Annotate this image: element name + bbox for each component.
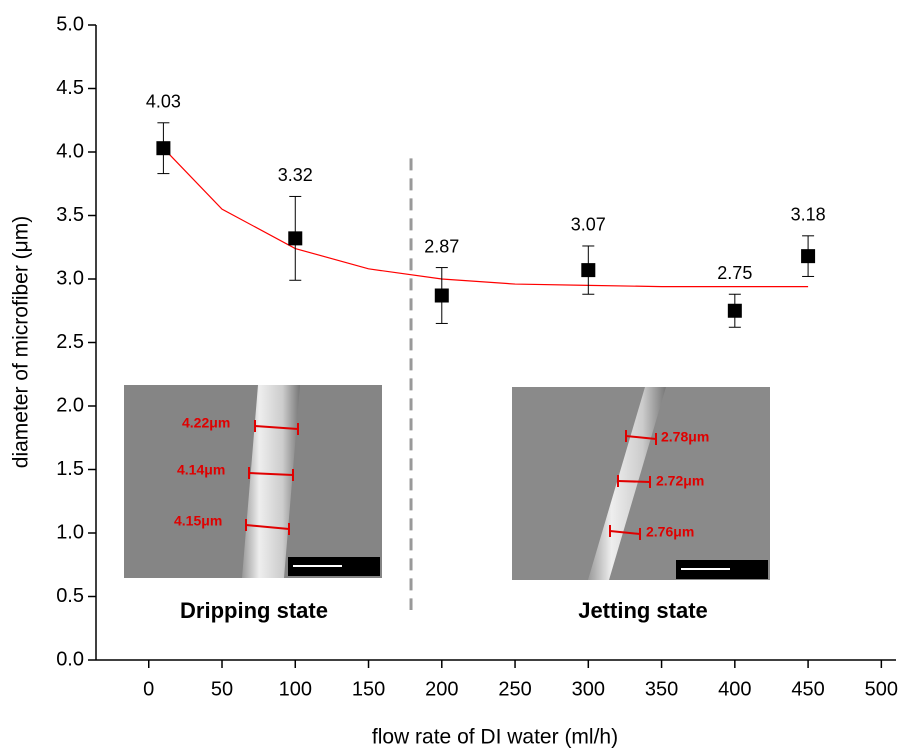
value-label: 4.03 (146, 92, 181, 112)
inset-jetting (512, 387, 770, 580)
measurement: 2.78μm (661, 429, 709, 445)
x-tick-label: 50 (211, 678, 233, 700)
y-tick-label: 0.0 (56, 648, 84, 670)
point (288, 231, 303, 246)
point (156, 141, 171, 156)
measurement: 4.22μm (182, 415, 230, 431)
point (434, 288, 449, 303)
value-label: 3.07 (571, 215, 606, 235)
measurement: 4.14μm (177, 462, 225, 478)
fit-curve (162, 147, 809, 288)
y-tick-label: 3.5 (56, 204, 84, 226)
y-tick-label: 4.5 (56, 77, 84, 99)
y-tick-label: 2.0 (56, 394, 84, 416)
x-tick-label: 250 (498, 678, 531, 700)
measurement: 2.76μm (646, 524, 694, 540)
x-tick-label: 500 (865, 678, 898, 700)
value-label: 2.75 (717, 263, 752, 283)
point (727, 303, 742, 318)
y-tick-label: 1.5 (56, 458, 84, 480)
value-label: 3.32 (278, 165, 313, 185)
point (581, 263, 596, 278)
value-label: 2.87 (424, 236, 459, 256)
x-tick-label: 300 (572, 678, 605, 700)
inset-caption: Jetting state (578, 598, 708, 623)
y-tick-label: 1.0 (56, 521, 84, 543)
value-label: 3.18 (791, 205, 826, 225)
x-tick-label: 450 (791, 678, 824, 700)
x-tick-label: 400 (718, 678, 751, 700)
y-tick-label: 0.5 (56, 585, 84, 607)
measurement: 2.72μm (656, 473, 704, 489)
x-tick-label: 100 (279, 678, 312, 700)
x-axis-label: flow rate of DI water (ml/h) (372, 726, 618, 749)
scale-bar-label: 5μm (735, 561, 760, 575)
point (801, 249, 816, 264)
measurement: 4.15μm (174, 513, 222, 529)
y-axis-label: diameter of microfiber (μm) (10, 216, 33, 468)
scale-bar-label: 5μm (347, 558, 372, 572)
y-tick-label: 2.5 (56, 331, 84, 353)
x-tick-label: 0 (143, 678, 154, 700)
x-tick-label: 200 (425, 678, 458, 700)
x-tick-label: 350 (645, 678, 678, 700)
inset-caption: Dripping state (180, 598, 328, 623)
y-tick-label: 3.0 (56, 267, 84, 289)
y-tick-label: 5.0 (56, 13, 84, 35)
y-tick-label: 4.0 (56, 140, 84, 162)
x-tick-label: 150 (352, 678, 385, 700)
inset-dripping (124, 385, 382, 578)
